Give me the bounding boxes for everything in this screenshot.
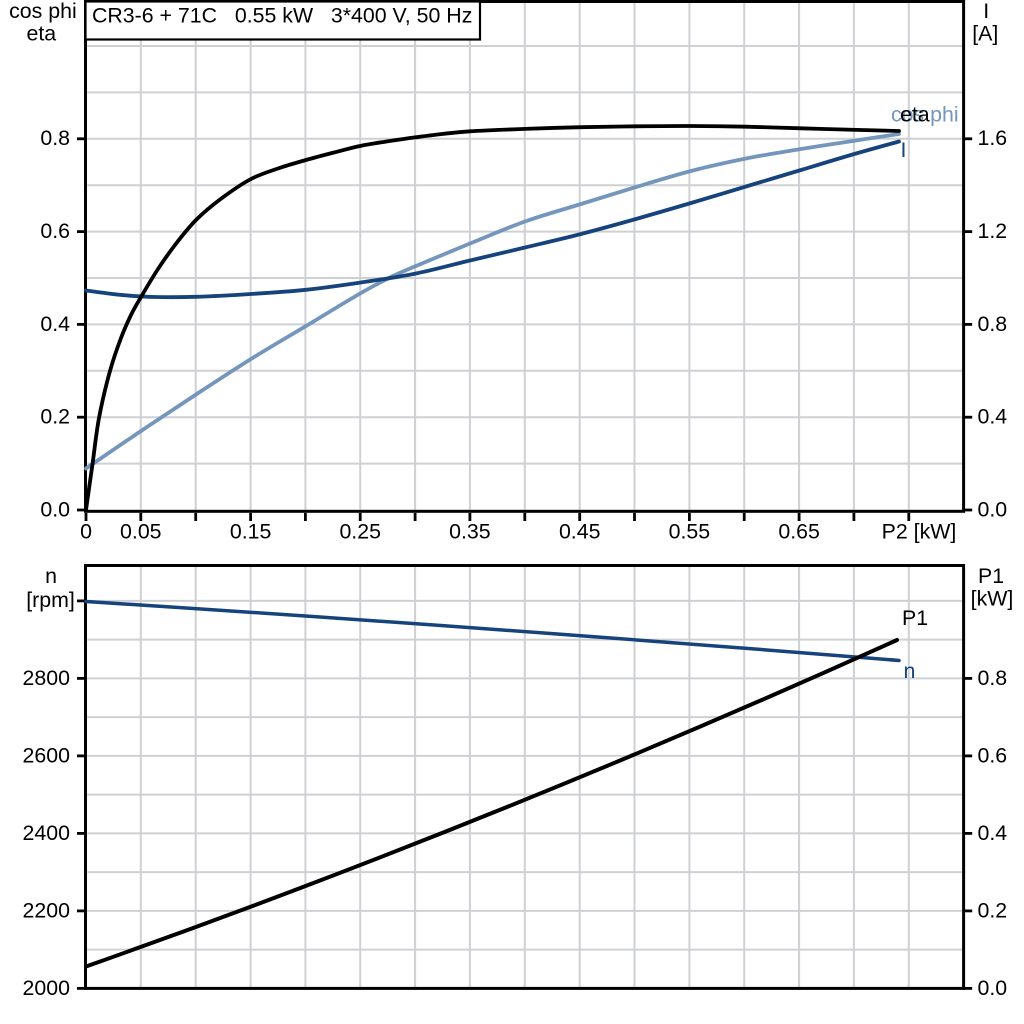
svg-text:0.25: 0.25: [339, 520, 381, 544]
svg-text:P1: P1: [978, 564, 1004, 588]
svg-text:0.4: 0.4: [978, 405, 1008, 429]
svg-text:0.4: 0.4: [40, 312, 70, 336]
svg-text:0.8: 0.8: [40, 126, 70, 150]
svg-text:0.65: 0.65: [778, 520, 820, 544]
svg-text:1.6: 1.6: [978, 126, 1008, 150]
svg-text:0.4: 0.4: [978, 821, 1008, 845]
svg-text:0.6: 0.6: [40, 219, 70, 243]
svg-text:eta: eta: [900, 103, 930, 127]
svg-text:0.6: 0.6: [978, 743, 1008, 767]
svg-text:1.2: 1.2: [978, 219, 1008, 243]
svg-text:0.0: 0.0: [978, 976, 1008, 1000]
svg-text:I: I: [983, 0, 989, 23]
svg-text:cos phi: cos phi: [891, 103, 959, 127]
svg-text:2200: 2200: [23, 898, 71, 922]
svg-text:0.55: 0.55: [669, 520, 711, 544]
svg-text:CR3-6 + 71C 0.55 kW 3*400: CR3-6 + 71C 0.55 kW 3*400 V, 50 Hz: [92, 4, 472, 28]
svg-text:0.2: 0.2: [40, 405, 70, 429]
svg-text:0.0: 0.0: [40, 497, 70, 521]
svg-text:P2 [kW]: P2 [kW]: [882, 520, 957, 544]
svg-text:0.2: 0.2: [978, 898, 1008, 922]
svg-text:0.05: 0.05: [120, 520, 162, 544]
svg-text:cos phi: cos phi: [9, 0, 77, 23]
svg-text:P1: P1: [902, 606, 928, 630]
svg-text:[A]: [A]: [972, 22, 998, 46]
svg-text:0.45: 0.45: [559, 520, 601, 544]
svg-text:2800: 2800: [23, 666, 71, 690]
svg-text:0.35: 0.35: [449, 520, 491, 544]
svg-text:0: 0: [80, 520, 92, 544]
svg-text:n: n: [45, 564, 57, 588]
svg-text:I: I: [901, 138, 907, 162]
svg-text:0.8: 0.8: [978, 312, 1008, 336]
svg-text:[kW]: [kW]: [971, 587, 1014, 611]
svg-text:0.0: 0.0: [978, 497, 1008, 521]
svg-text:0.15: 0.15: [230, 520, 272, 544]
svg-text:0.8: 0.8: [978, 666, 1008, 690]
svg-text:eta: eta: [26, 21, 56, 45]
svg-text:2600: 2600: [23, 743, 71, 767]
svg-text:2000: 2000: [23, 976, 71, 1000]
svg-text:2400: 2400: [23, 821, 71, 845]
svg-text:[rpm]: [rpm]: [26, 588, 75, 612]
svg-text:n: n: [904, 659, 916, 683]
